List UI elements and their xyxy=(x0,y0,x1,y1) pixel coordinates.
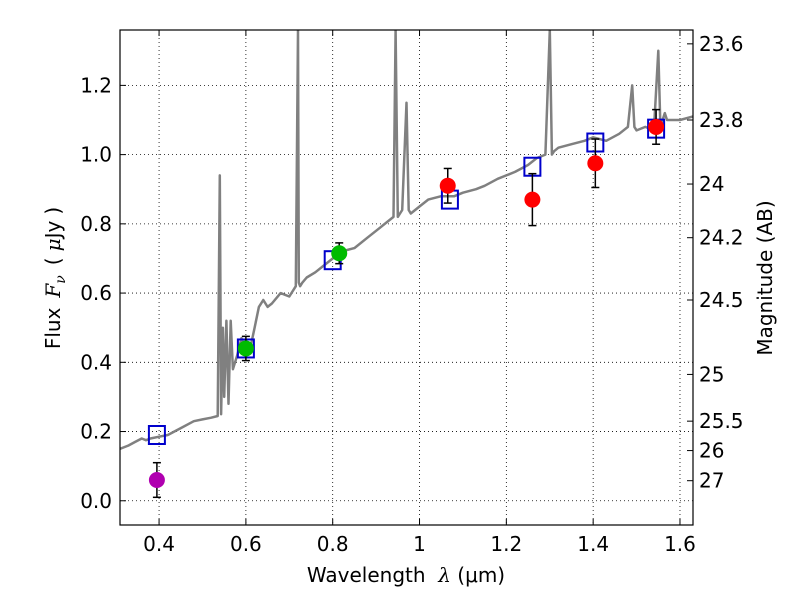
y-tick-label: 0.4 xyxy=(80,350,112,374)
right-tick-label: 24 xyxy=(699,172,724,196)
right-tick-label: 27 xyxy=(699,469,724,493)
grid xyxy=(120,30,693,525)
x-tick-label: 1.6 xyxy=(664,532,696,556)
observed-photometry-point xyxy=(648,118,665,135)
x-tick-label: 0.8 xyxy=(317,532,349,556)
x-tick-label: 1.2 xyxy=(490,532,522,556)
model-photometry-square xyxy=(147,425,166,445)
observed-photometry-point xyxy=(148,472,165,488)
right-tick-label: 26 xyxy=(699,439,724,463)
y-tick-label: 1.0 xyxy=(80,143,112,167)
right-tick-label: 24.5 xyxy=(699,288,744,312)
sed-template-layer xyxy=(120,30,693,450)
axis-ticks xyxy=(120,30,693,525)
y-axis-label: FluxFν(μJy) xyxy=(41,207,69,349)
right-tick-label: 25 xyxy=(699,362,724,386)
y-tick-label: 0.6 xyxy=(80,281,112,305)
plot-frame xyxy=(119,29,694,526)
observed-photometry-point xyxy=(524,191,541,208)
x-tick-label: 1 xyxy=(413,532,426,556)
y-tick-label: 0.2 xyxy=(80,420,112,444)
y-tick-label: 0.0 xyxy=(80,489,112,513)
observed-photometry-point xyxy=(439,177,456,194)
y-tick-label: 1.2 xyxy=(80,73,112,97)
right-tick-label: 23.8 xyxy=(699,108,744,132)
observed-photometry-layer xyxy=(148,108,665,499)
right-tick-label: 23.6 xyxy=(699,32,744,56)
right-axis-label: Magnitude (AB) xyxy=(753,200,777,355)
observed-photometry-point xyxy=(587,155,604,172)
x-axis-label: Wavelength λ (μm) xyxy=(307,563,505,587)
x-tick-label: 0.4 xyxy=(143,532,175,556)
observed-photometry-point xyxy=(237,340,254,357)
right-tick-label: 24.2 xyxy=(699,226,744,250)
right-tick-label: 25.5 xyxy=(699,409,744,433)
x-tick-label: 0.6 xyxy=(230,532,262,556)
tick-labels: 0.4 0.6 0.8 1 1.2 1.4 1.6 0.0 0.2 0.4 0.6 0.8 1.0 1.2… xyxy=(80,32,743,556)
y-tick-label: 0.8 xyxy=(80,212,112,236)
sed-template-line xyxy=(120,30,693,450)
observed-photometry-point xyxy=(331,245,348,262)
x-tick-label: 1.4 xyxy=(577,532,609,556)
